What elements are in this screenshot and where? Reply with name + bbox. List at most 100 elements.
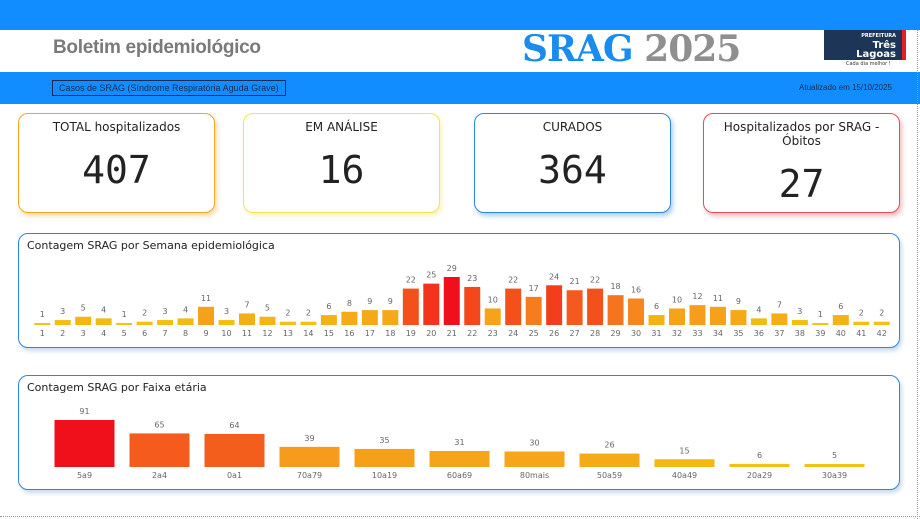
bar — [443, 277, 460, 325]
data-label: 25 — [426, 271, 436, 280]
data-label: 2 — [285, 309, 290, 318]
card-em-analise: EM ANÁLISE 16 — [243, 113, 440, 213]
data-label: 31 — [454, 438, 464, 447]
x-tick-label: 40 — [836, 329, 846, 338]
page-border — [0, 516, 920, 517]
x-tick-label: 10 — [221, 329, 231, 338]
report-title: SRAG 2025 — [522, 28, 741, 70]
bar — [607, 295, 624, 325]
bar — [95, 318, 112, 325]
bar — [204, 433, 265, 467]
bar — [505, 288, 522, 325]
x-tick-label: 21 — [447, 329, 457, 338]
bar — [320, 315, 337, 325]
x-tick-label: 40a49 — [672, 471, 697, 480]
bar — [75, 316, 92, 325]
bar — [354, 448, 415, 467]
x-tick-label: 10a19 — [372, 471, 397, 480]
data-label: 18 — [610, 282, 620, 291]
bar — [54, 320, 71, 325]
x-tick-label: 20a29 — [747, 471, 772, 480]
bar — [382, 310, 399, 325]
data-label: 7 — [777, 300, 782, 309]
data-label: 3 — [163, 307, 168, 316]
data-label: 10 — [672, 295, 682, 304]
x-tick-label: 11 — [242, 329, 252, 338]
x-tick-label: 35 — [733, 329, 743, 338]
x-tick-label: 30 — [631, 329, 641, 338]
bar — [116, 323, 133, 325]
weekly-chart-panel: Contagem SRAG por Semana epidemiológica … — [18, 233, 900, 348]
x-tick-label: 8 — [183, 329, 188, 338]
bar — [279, 446, 340, 467]
x-tick-label: 14 — [303, 329, 313, 338]
x-tick-label: 6 — [142, 329, 147, 338]
x-tick-label: 2 — [60, 329, 65, 338]
bar — [729, 463, 790, 467]
x-tick-label: 2a4 — [152, 471, 167, 480]
data-label: 2 — [879, 309, 884, 318]
bar — [587, 288, 604, 325]
chart-title: Contagem SRAG por Faixa etária — [27, 381, 207, 394]
x-tick-label: 37 — [774, 329, 784, 338]
data-label: 26 — [604, 441, 614, 450]
bar — [771, 313, 788, 325]
card-value: 27 — [778, 162, 825, 206]
bar — [709, 306, 726, 325]
x-tick-label: 22 — [467, 329, 477, 338]
card-total-hospitalizados: TOTAL hospitalizados 407 — [18, 113, 215, 213]
x-tick-label: 24 — [508, 329, 518, 338]
bar — [279, 321, 296, 325]
data-label: 2 — [859, 309, 864, 318]
x-tick-label: 60a69 — [447, 471, 472, 480]
data-label: 91 — [79, 407, 89, 416]
data-label: 22 — [590, 276, 600, 285]
card-value: 364 — [538, 148, 607, 192]
bar — [853, 321, 870, 325]
data-label: 17 — [529, 284, 539, 293]
bar — [54, 420, 115, 467]
data-label: 1 — [818, 310, 823, 319]
logo-top: PREFEITURA — [861, 33, 896, 39]
bar — [654, 459, 715, 467]
data-label: 3 — [224, 307, 229, 316]
bar — [546, 285, 563, 325]
bar — [750, 318, 767, 325]
bar — [464, 286, 481, 325]
bar — [791, 320, 808, 325]
x-tick-label: 32 — [672, 329, 682, 338]
bar — [484, 308, 501, 325]
x-tick-label: 17 — [365, 329, 375, 338]
data-label: 11 — [713, 294, 723, 303]
x-tick-label: 39 — [815, 329, 825, 338]
bar — [300, 321, 317, 325]
bar — [136, 321, 153, 325]
data-label: 11 — [201, 294, 211, 303]
data-label: 5 — [265, 304, 270, 313]
data-label: 2 — [142, 309, 147, 318]
card-curados: CURADOS 364 — [474, 113, 671, 213]
data-label: 4 — [756, 305, 761, 314]
bar — [689, 305, 706, 325]
x-tick-label: 19 — [406, 329, 416, 338]
data-label: 29 — [447, 264, 457, 273]
page-title: Boletim epidemiológico — [53, 37, 261, 58]
bar — [259, 316, 276, 325]
card-label: Hospitalizados por SRAG - Óbitos — [723, 120, 880, 148]
bar — [730, 310, 747, 325]
data-label: 24 — [549, 272, 559, 281]
bar — [177, 318, 194, 325]
data-label: 4 — [183, 305, 188, 314]
x-tick-label: 41 — [856, 329, 866, 338]
bar — [218, 320, 235, 325]
year-label: 2025 — [644, 28, 741, 70]
x-tick-label: 33 — [692, 329, 702, 338]
bar — [832, 315, 849, 325]
x-tick-label: 25 — [529, 329, 539, 338]
bar — [341, 311, 358, 325]
data-label: 16 — [631, 286, 641, 295]
bar — [525, 296, 542, 325]
bar — [804, 464, 865, 467]
data-label: 22 — [406, 276, 416, 285]
data-label: 8 — [347, 299, 352, 308]
